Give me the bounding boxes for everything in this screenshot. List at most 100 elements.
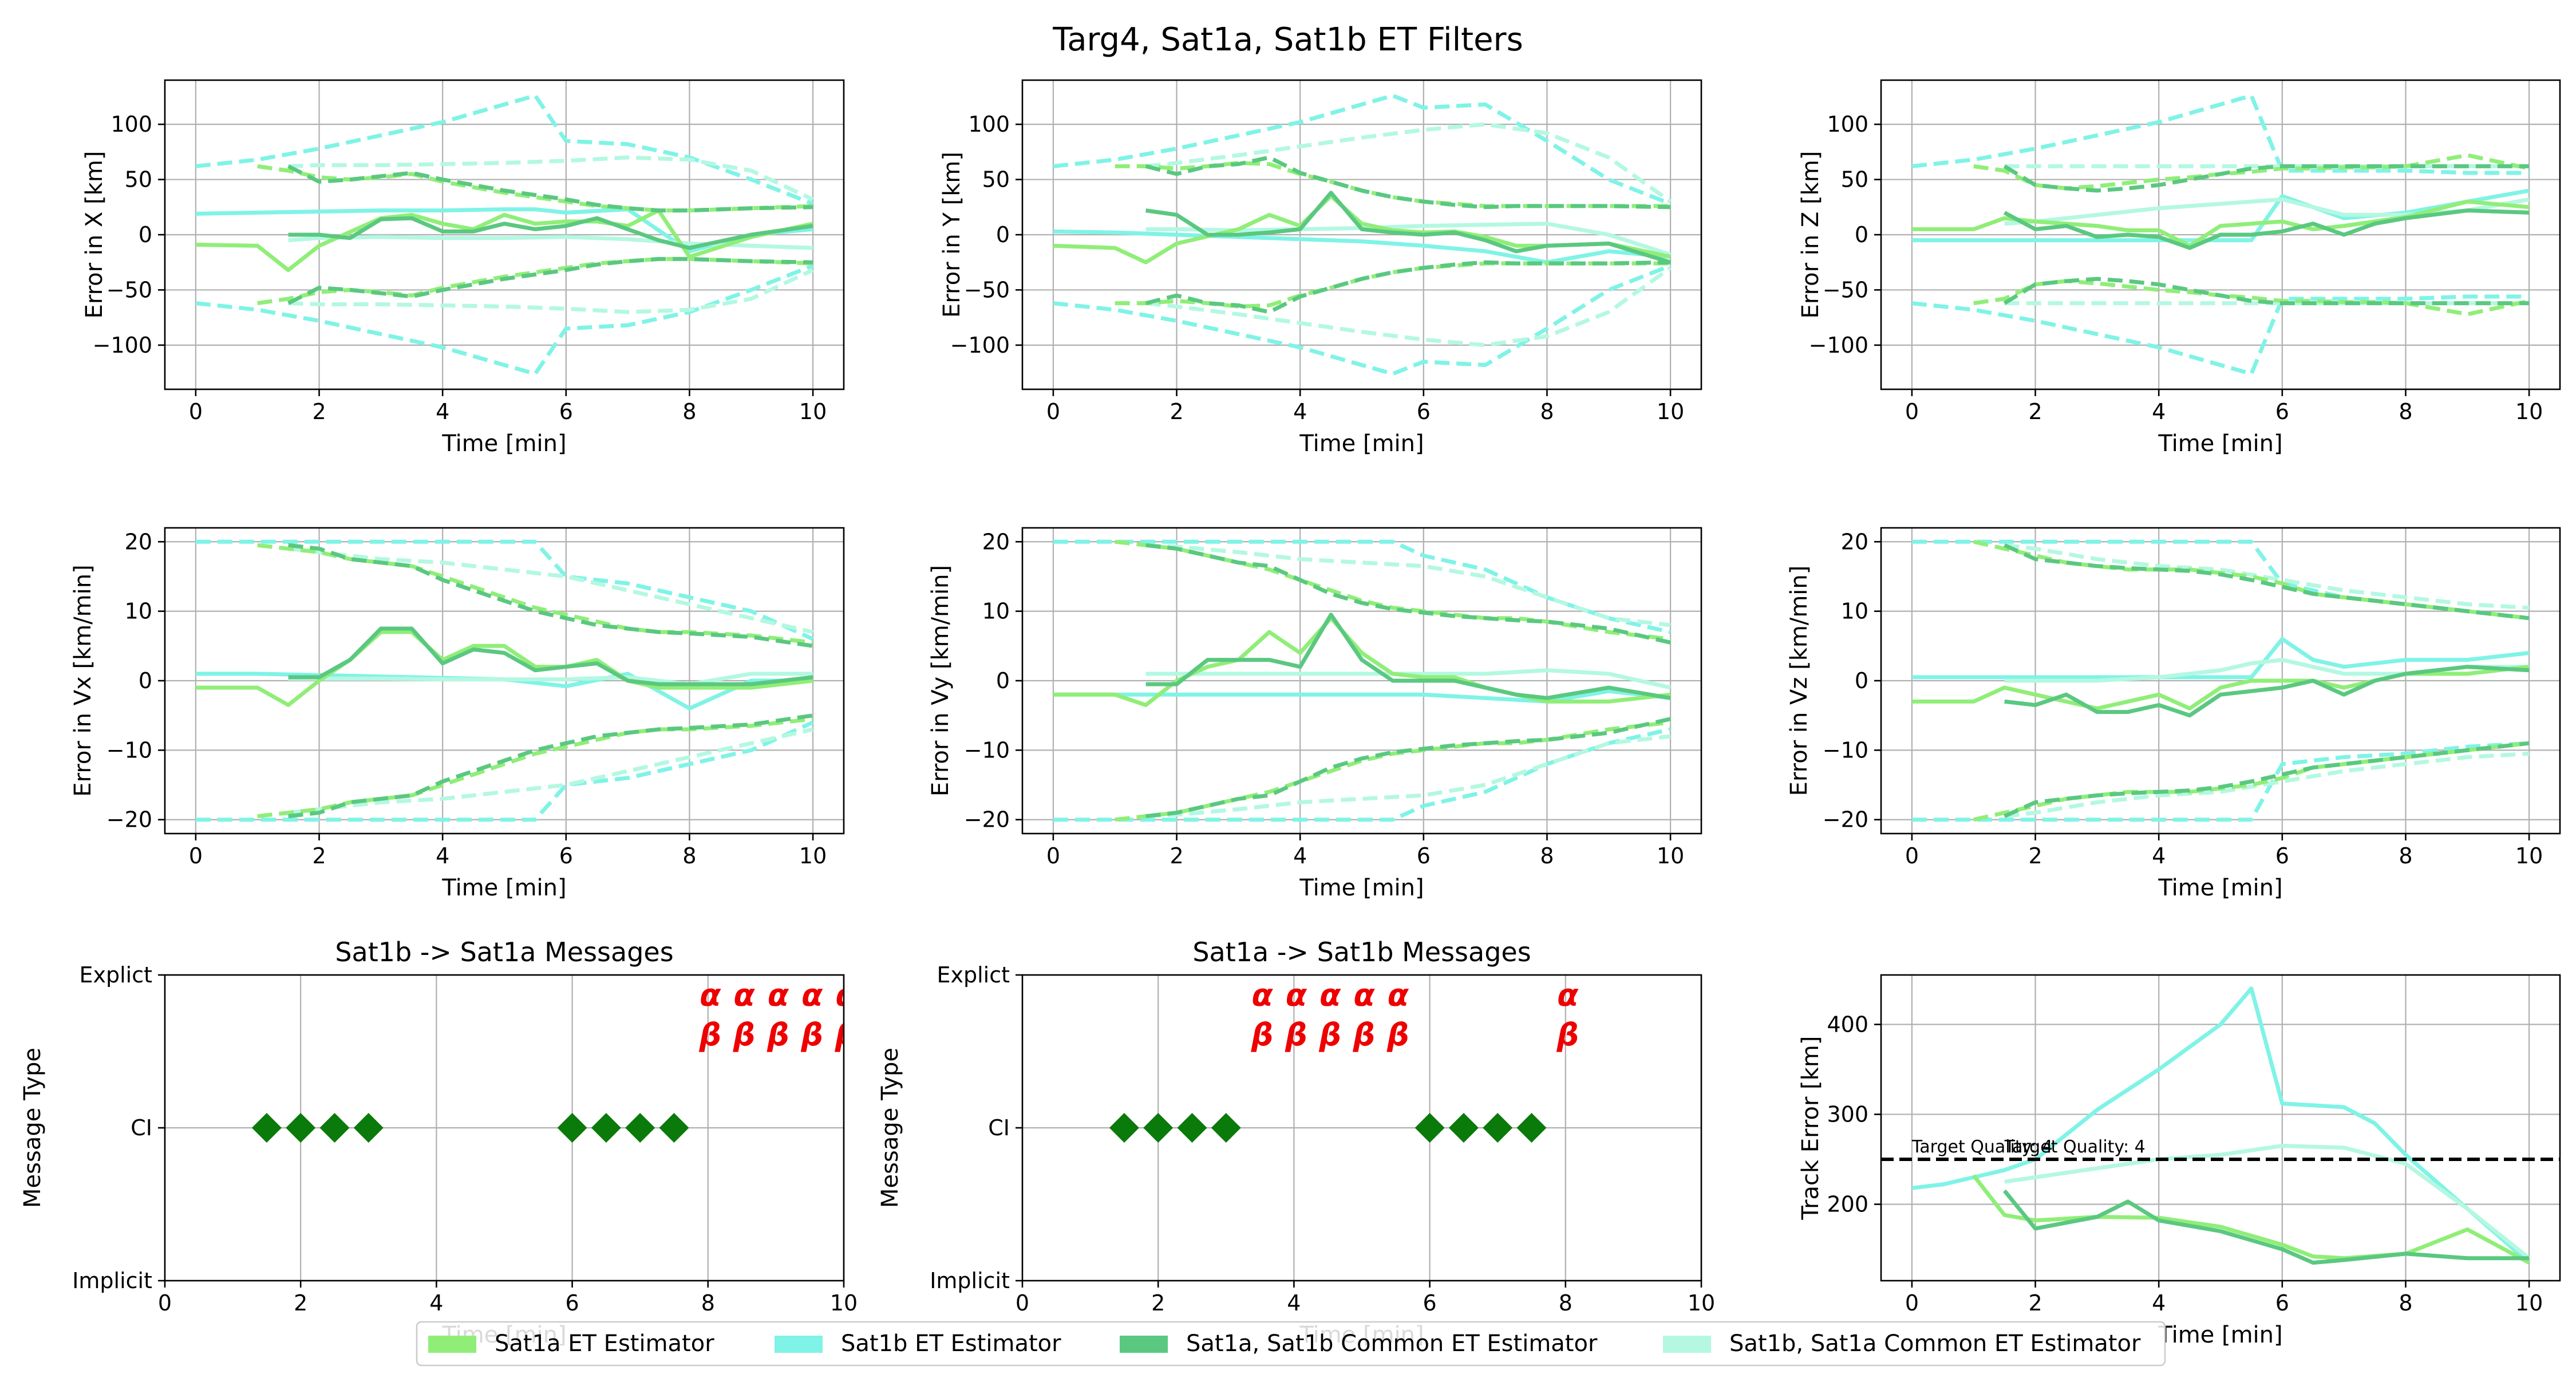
series-line-common_ba-bound — [288, 546, 813, 634]
explicit-beta-marker: β — [733, 1017, 756, 1053]
axes-frame — [164, 527, 845, 835]
explicit-alpha-marker: α — [1286, 977, 1307, 1013]
series-line-common_ba-bound — [288, 727, 813, 815]
x-tick-label: 4 — [1287, 1290, 1301, 1316]
series-line-common_ab-bound — [2004, 741, 2530, 818]
threshold-label: Target Quality: 4 — [1911, 1137, 2053, 1157]
y-tick-label: 0 — [996, 668, 1010, 693]
subplot-z: 0 2 4 6 8 10 −100 −50 0 50 100 Time [min] Error in Z… — [1797, 79, 2561, 457]
subplot-vx: 0 2 4 6 8 10 −20 −10 0 10 20 Time [min] Error in Vx … — [70, 527, 845, 901]
explicit-beta-marker: β — [1386, 1017, 1409, 1053]
x-tick-label: 8 — [2399, 399, 2412, 424]
x-tick-label: 6 — [2275, 1290, 2289, 1316]
ci-message-marker — [353, 1113, 384, 1143]
y-axis-label: Error in Vz [km/min] — [1786, 566, 1812, 796]
series-line-common_ba-bound — [1145, 734, 1671, 819]
x-tick-label: 4 — [2152, 1290, 2166, 1316]
plot-area — [1053, 539, 1671, 822]
x-tick-label: 0 — [1905, 399, 1919, 424]
series-line-common_ab — [2003, 208, 2530, 250]
x-tick-label: 0 — [189, 399, 203, 424]
y-tick-label: 0 — [139, 222, 152, 247]
x-tick-label: 6 — [559, 843, 573, 868]
series-line-sat1b — [1911, 637, 2530, 680]
y-axis-label: Message Type — [19, 1048, 46, 1208]
ci-message-marker — [286, 1113, 316, 1143]
x-tick-label: 10 — [2515, 843, 2543, 868]
x-tick-label: 10 — [2515, 1290, 2543, 1316]
axes-frame — [1021, 527, 1702, 835]
explicit-alpha-marker: α — [1252, 977, 1274, 1013]
legend-label: Sat1a, Sat1b Common ET Estimator — [1186, 1330, 1598, 1357]
x-axis-label: Time [min] — [441, 431, 566, 457]
x-tick-label: 8 — [1559, 1290, 1573, 1316]
x-tick-label: 2 — [2028, 399, 2042, 424]
y-tick-label: 20 — [982, 529, 1010, 554]
y-tick-label: 20 — [1841, 529, 1868, 554]
explicit-alpha-marker: α — [1353, 977, 1375, 1013]
y-tick-label: 0 — [139, 668, 152, 693]
x-tick-label: 8 — [682, 399, 696, 424]
x-tick-label: 0 — [189, 843, 203, 868]
y-axis-label: Error in Vy [km/min] — [927, 565, 954, 796]
x-tick-label: 4 — [2152, 399, 2166, 424]
y-axis-label: Error in Z [km] — [1797, 151, 1824, 319]
x-tick-label: 6 — [1417, 843, 1431, 868]
series-line-common_ab-bound — [287, 164, 813, 213]
series-line-sat1b-bound — [195, 93, 814, 206]
ci-message-marker — [1448, 1113, 1479, 1143]
x-tick-label: 4 — [429, 1290, 443, 1316]
x-tick-label: 0 — [1046, 843, 1060, 868]
y-tick-label: −10 — [964, 737, 1010, 763]
y-tick-label: 20 — [125, 529, 152, 554]
ci-message-marker — [659, 1113, 689, 1143]
y-axis-label: Error in Vx [km/min] — [70, 564, 96, 796]
x-tick-label: 8 — [701, 1290, 715, 1316]
subplot-y: 0 2 4 6 8 10 −100 −50 0 50 100 Time [min] Error in Y… — [939, 79, 1702, 457]
x-axis-label: Time [min] — [1299, 875, 1424, 901]
explicit-beta-marker: β — [1318, 1017, 1341, 1053]
series-line-common_ba — [1145, 222, 1672, 257]
y-tick-label: −10 — [1823, 737, 1868, 763]
subplot-msg_b_to_a: 0246810ImplicitCIExplictTime [min]Messag… — [19, 937, 858, 1348]
x-tick-label: 2 — [2028, 1290, 2042, 1316]
series-line-common_ab-bound — [287, 256, 813, 305]
x-tick-label: 6 — [1417, 399, 1431, 424]
explicit-beta-marker: β — [1556, 1017, 1579, 1053]
series-line-common_ab-bound — [288, 713, 813, 819]
y-tick-label: Implicit — [930, 1268, 1010, 1293]
series-line-sat1a-bound — [257, 256, 813, 306]
series-line-sat1a-bound — [1115, 720, 1671, 822]
y-axis-label: Message Type — [877, 1048, 903, 1208]
plot-area — [1911, 93, 2530, 376]
series-line-sat1b — [1053, 229, 1671, 264]
series-line-sat1b-bound — [195, 720, 814, 822]
ci-message-marker — [625, 1113, 655, 1143]
y-tick-label: 50 — [982, 167, 1010, 192]
y-tick-label: 300 — [1827, 1101, 1868, 1127]
series-line-common_ab-bound — [2004, 543, 2530, 621]
series-line-common_ba-bound — [1145, 543, 1671, 627]
series-line-sat1b — [1911, 188, 2530, 243]
explicit-beta-marker: β — [800, 1017, 823, 1053]
ci-message-marker — [1211, 1113, 1241, 1143]
series-line-sat1b-bound — [195, 539, 814, 641]
subplot-vz: 0 2 4 6 8 10 −20 −10 0 10 20 Time [min] Error in Vz … — [1786, 527, 2561, 901]
x-axis-label: Time [min] — [2158, 1322, 2282, 1348]
legend: Sat1a ET Estimator Sat1b ET Estimator Sat1… — [416, 1321, 2166, 1367]
x-axis-label: Time [min] — [2158, 875, 2282, 901]
y-tick-label: 0 — [1855, 222, 1868, 247]
explicit-alpha-marker: α — [700, 977, 721, 1013]
subplot-msg_a_to_b: 0246810ImplicitCIExplictTime [min]Messag… — [877, 937, 1715, 1348]
x-tick-label: 4 — [436, 843, 449, 868]
y-tick-label: −50 — [1823, 277, 1868, 302]
y-tick-label: −20 — [106, 807, 152, 832]
series-line-sat1b-bound — [1911, 294, 2530, 376]
plot-area — [1911, 539, 2530, 822]
x-tick-label: 2 — [294, 1290, 307, 1316]
x-tick-label: 2 — [312, 843, 326, 868]
subplot-title: Sat1b -> Sat1a Messages — [335, 937, 673, 968]
series-line-common_ba-bound — [2004, 543, 2530, 610]
